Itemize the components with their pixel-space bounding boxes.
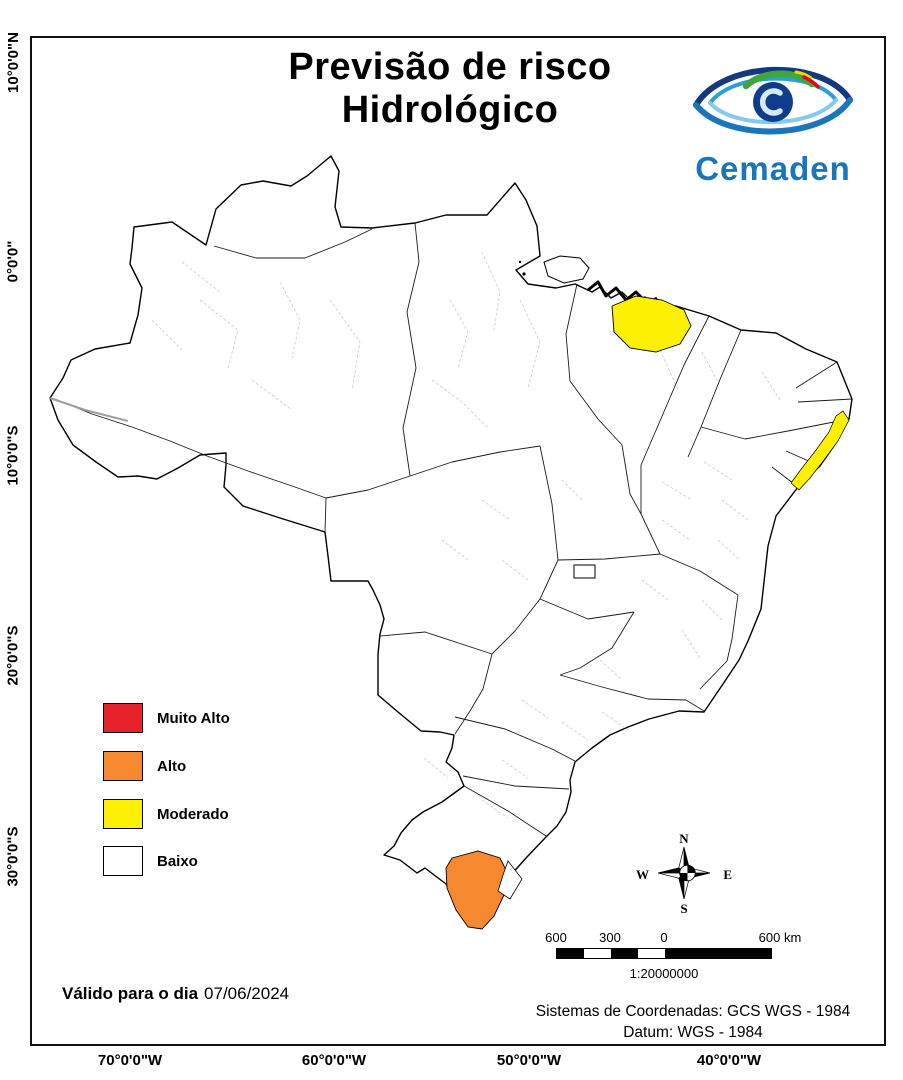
scale-label-0: 0: [660, 930, 668, 945]
compass-east-label: E: [723, 867, 732, 882]
scale-ratio: 1:20000000: [629, 966, 699, 981]
validity-date: 07/06/2024: [204, 984, 290, 1003]
lat-label-20s: 20°0'0"S: [4, 624, 22, 686]
risk-region-alto-south: [445, 850, 509, 930]
risk-region-moderado-east-coast: [790, 410, 850, 491]
legend-swatch-moderado: [103, 799, 143, 829]
lon-label-40w: 40°0'0"W: [696, 1052, 762, 1069]
west-border-gray-line: [49, 397, 129, 422]
coordinate-system-note: Sistemas de Coordenadas: GCS WGS - 1984 …: [498, 1002, 888, 1044]
title-line-2: Hidrológico: [341, 88, 559, 131]
lon-label-70w: 70°0'0"W: [97, 1052, 163, 1069]
crs-line-2: Datum: WGS - 1984: [623, 1023, 763, 1041]
marajo-island: [543, 255, 590, 284]
legend-item-alto: Alto: [103, 751, 186, 781]
lat-label-30s: 30°0'0"S: [4, 825, 22, 887]
legend-label-baixo: Baixo: [157, 852, 198, 870]
map-frame: [30, 36, 886, 1046]
scale-label-300: 300: [599, 930, 621, 945]
lon-label-60w: 60°0'0"W: [301, 1052, 367, 1069]
patos-lagoon: [497, 860, 523, 900]
scale-label-600-right: 600 km: [758, 930, 802, 945]
compass-rose: N S W E: [634, 831, 734, 916]
lat-label-10s: 10°0'0"S: [4, 424, 22, 486]
cemaden-logo: Cemaden: [668, 46, 878, 191]
legend-swatch-alto: [103, 751, 143, 781]
lon-label-50w: 50°0'0"W: [496, 1052, 562, 1069]
municipal-borders: [151, 251, 781, 819]
lat-label-0: 0°0'0": [4, 240, 22, 282]
compass-west-label: W: [636, 867, 649, 882]
legend-swatch-baixo: [103, 846, 143, 876]
lat-label-10n: 10°0'0"N: [4, 31, 22, 93]
page-title: Previsão de risco Hidrológico: [180, 46, 720, 131]
crs-line-1: Sistemas de Coordenadas: GCS WGS - 1984: [535, 1003, 851, 1020]
legend-label-moderado: Moderado: [157, 805, 229, 823]
legend-item-baixo: Baixo: [103, 846, 198, 876]
cemaden-eye-icon: [693, 66, 853, 135]
validity-note: Válido para o dia 07/06/2024: [62, 984, 289, 1004]
cemaden-wordmark: Cemaden: [695, 150, 851, 187]
legend-swatch-muito-alto: [103, 703, 143, 733]
compass-star-icon: [658, 847, 710, 899]
compass-south-label: S: [680, 901, 688, 916]
risk-region-moderado-north: [611, 295, 692, 353]
estuary-island: [522, 272, 526, 276]
legend-item-muito-alto: Muito Alto: [103, 703, 230, 733]
estuary-island: [518, 260, 522, 264]
scale-label-600-left: 600: [545, 930, 567, 945]
legend-label-muito-alto: Muito Alto: [157, 709, 230, 727]
legend-item-moderado: Moderado: [103, 799, 229, 829]
distrito-federal: [573, 564, 596, 579]
legend-label-alto: Alto: [157, 757, 187, 775]
validity-label: Válido para o dia: [62, 984, 199, 1003]
compass-north-label: N: [679, 831, 689, 846]
title-line-1: Previsão de risco: [288, 46, 612, 88]
scale-bar: [556, 948, 772, 959]
